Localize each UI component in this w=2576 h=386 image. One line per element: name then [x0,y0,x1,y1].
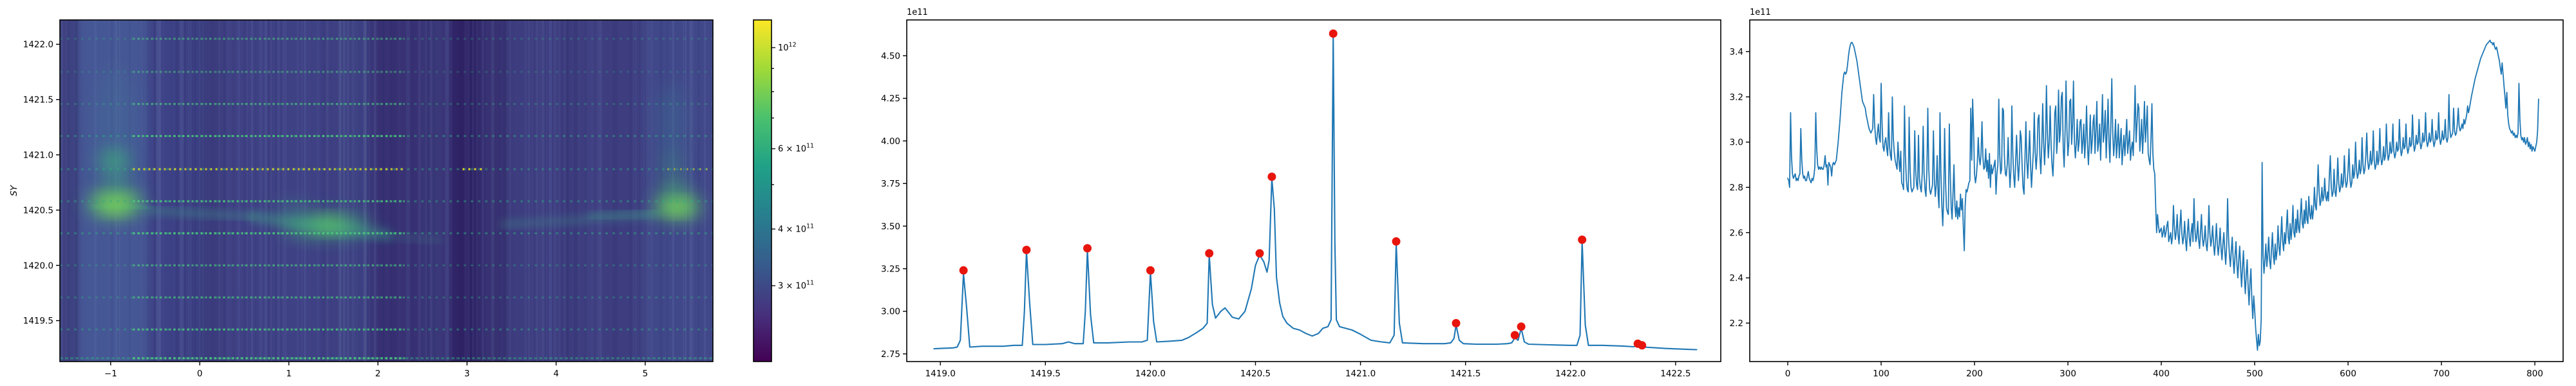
spectrum-spines [906,19,1721,362]
peak-marker [1083,244,1092,253]
peak-marker [1578,235,1587,244]
spectrum-y-tick-label: 3.25 [881,264,900,274]
timeseries-x-tick-label: 100 [1873,369,1889,379]
spectrum-y-tick-label: 2.75 [881,349,900,360]
peak-marker [1329,29,1338,38]
spectrum-line [933,34,1698,351]
heatmap-x-tick-label: −1 [104,369,117,379]
spectrum-x-tick-label: 1419.5 [1030,369,1061,379]
peak-marker [1255,249,1264,258]
timeseries-x-tick-label: 600 [2340,369,2356,379]
peak-marker [1510,331,1519,340]
colorbar: 1012 6 × 1011 4 × 1011 3 × 1011 [753,19,814,362]
timeseries-y-tick-label: 2.2 [1730,318,1743,329]
heatmap-x-tick-label: 3 [464,369,470,379]
peak-marker [1638,341,1647,350]
spectrum-y-tick-label: 4.00 [881,136,900,147]
timeseries-x-tick-label: 700 [2433,369,2450,379]
peak-marker [1392,237,1401,246]
heatmap-y-tick-label: 1421.0 [23,150,53,160]
timeseries-line [1787,39,2539,351]
peak-marker [1022,246,1031,254]
heatmap-y-tick-label: 1420.0 [23,261,53,271]
timeseries-spines [1749,19,2564,362]
timeseries-axes: 0 100 200 300 400 500 600 700 800 2.2 2.4 2.6 2.8 3.0… [1730,19,2564,379]
spectrum-x-tick-label: 1422.5 [1660,369,1690,379]
peak-marker [1205,249,1214,258]
colorbar-tick-label: 3 × 1011 [778,280,814,291]
heatmap-y-tick-label: 1422.0 [23,40,53,50]
heatmap-y-tick-label: 1419.5 [23,316,53,326]
heatmap-y-tick-label: 1421.5 [23,95,53,106]
spectrum-y-tick-label: 3.75 [881,179,900,189]
colorbar-tick-label: 1012 [778,42,797,53]
heatmap-image [60,20,713,362]
heatmap-x-tick-label: 4 [553,369,559,379]
heatmap-ylabel: SY [9,184,19,196]
timeseries-x-tick-label: 0 [1785,369,1791,379]
spectrum-x-tick-label: 1420.0 [1135,369,1166,379]
peak-marker [1267,172,1276,181]
timeseries-x-tick-label: 200 [1966,369,1983,379]
timeseries-x-tick-label: 500 [2246,369,2263,379]
spectrum-offset-label: 1e11 [907,8,928,17]
colorbar-tick-label: 6 × 1011 [778,143,814,154]
timeseries-y-tick-label: 3.4 [1730,47,1743,57]
heatmap-x-tick-label: 5 [643,369,649,379]
spectrum-axes: 1419.0 1419.5 1420.0 1420.5 1421.0 1421.5 1422… [881,19,1721,379]
heatmap-x-tick-label: 2 [375,369,381,379]
timeseries-x-tick-label: 300 [2060,369,2076,379]
spectrum-plot-area [933,29,1698,351]
heatmap-x-tick-label: 1 [286,369,292,379]
peak-marker [1517,322,1526,331]
peak-marker [959,266,968,275]
spectrum-x-tick-label: 1419.0 [925,369,956,379]
timeseries-y-tick-label: 2.6 [1730,228,1743,238]
spectrum-y-tick-label: 3.50 [881,221,900,232]
spectrum-x-tick-label: 1420.5 [1240,369,1271,379]
heatmap-x-tick-label: 0 [197,369,203,379]
heatmap-y-tick-label: 1420.5 [23,205,53,216]
timeseries-x-tick-label: 800 [2526,369,2543,379]
heatmap-axes: −1 0 1 2 3 4 5 1419.5 1420.0 1420.5 1421.0 1421.5 14… [23,19,714,379]
spectrum-x-tick-label: 1421.0 [1345,369,1376,379]
spectrum-x-tick-label: 1422.0 [1555,369,1586,379]
peak-marker [1452,318,1461,327]
timeseries-y-tick-label: 3.0 [1730,138,1743,148]
heatmap-spines [59,19,714,362]
spectrum-y-tick-label: 3.00 [881,307,900,317]
timeseries-plot-area [1787,39,2539,351]
spectrum-y-tick-label: 4.25 [881,94,900,104]
timeseries-offset-label: 1e11 [1750,8,1771,17]
peak-marker [1146,266,1155,275]
spectrum-x-tick-label: 1421.5 [1450,369,1481,379]
spectrum-y-tick-label: 4.50 [881,51,900,61]
timeseries-x-tick-label: 400 [2153,369,2170,379]
timeseries-y-tick-label: 3.2 [1730,92,1743,102]
timeseries-y-tick-label: 2.8 [1730,183,1743,193]
colorbar-tick-label: 4 × 1011 [778,223,814,234]
timeseries-y-tick-label: 2.4 [1730,273,1743,284]
